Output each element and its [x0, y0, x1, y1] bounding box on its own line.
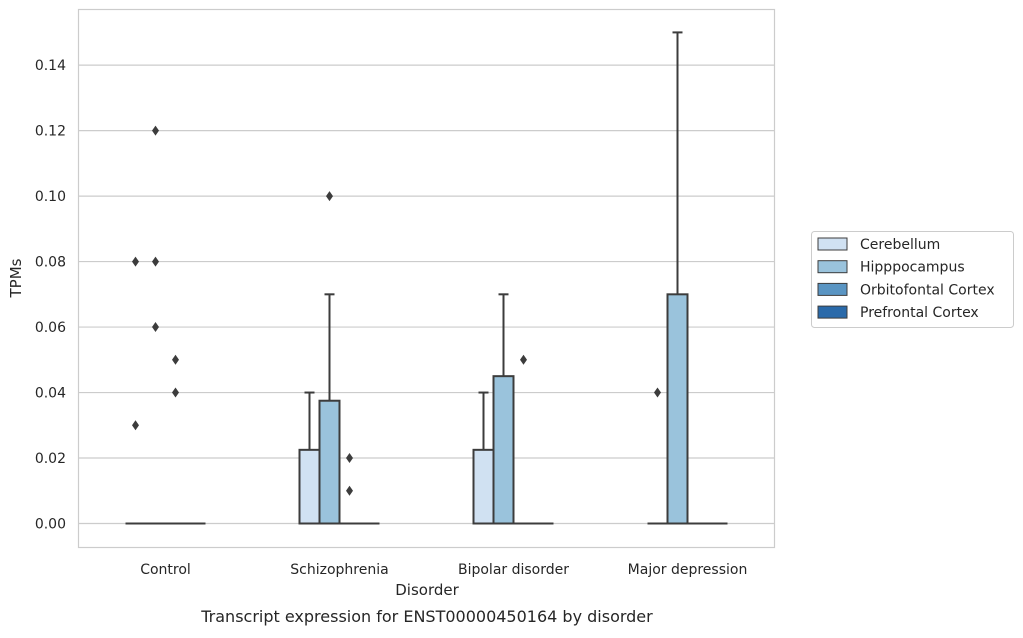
- legend-swatch: [817, 237, 848, 251]
- outlier-point: [132, 256, 139, 267]
- legend-label: Prefrontal Cortex: [860, 305, 979, 321]
- y-tick-labels: 0.00 0.02 0.04 0.06 0.08 0.10 0.12 0.14: [35, 58, 66, 532]
- box-body: [472, 448, 495, 525]
- box-cerebellum: [472, 391, 495, 525]
- outlier-point: [132, 420, 139, 431]
- outlier-point: [346, 453, 353, 464]
- y-tick-label: 0.02: [35, 451, 66, 467]
- x-tick-label: Major depression: [628, 562, 748, 578]
- y-tick-label: 0.10: [35, 189, 66, 205]
- y-tick-label: 0.06: [35, 320, 66, 336]
- box-hipppocampus: [492, 293, 515, 525]
- y-tick-label: 0.04: [35, 386, 66, 402]
- box-body: [298, 448, 321, 525]
- box-body: [666, 293, 689, 525]
- x-axis-label: Disorder: [395, 581, 459, 599]
- y-tick-label: 0.08: [35, 255, 66, 271]
- x-tick-labels: Control Schizophrenia Bipolar disorder Majo…: [140, 562, 747, 578]
- legend-swatch: [817, 260, 848, 274]
- legend-frame: [811, 231, 1014, 328]
- box-orbitofontal-cortex: [165, 354, 186, 525]
- box-cerebellum: [647, 387, 668, 525]
- outlier-point: [152, 256, 159, 267]
- x-tick-label: Schizophrenia: [290, 562, 388, 578]
- y-tick-label: 0.00: [35, 517, 66, 533]
- y-axis-label: TPMs: [7, 258, 25, 298]
- outlier-point: [152, 322, 159, 333]
- legend-swatch: [817, 305, 848, 319]
- box-hipppocampus: [318, 191, 341, 525]
- box-hipppocampus: [145, 125, 166, 525]
- y-tick-label: 0.12: [35, 124, 66, 140]
- y-tick-label: 0.14: [35, 58, 66, 74]
- outlier-point: [172, 354, 179, 365]
- legend-label: Orbitofontal Cortex: [860, 282, 995, 298]
- x-tick-label: Bipolar disorder: [458, 562, 569, 578]
- box-orbitofontal-cortex: [513, 354, 534, 525]
- outlier-point: [172, 387, 179, 398]
- legend-label: Cerebellum: [860, 237, 940, 253]
- outlier-point: [520, 354, 527, 365]
- box-body: [318, 399, 341, 525]
- legend-label: Hipppocampus: [860, 260, 965, 276]
- box-cerebellum: [298, 391, 321, 525]
- box-layer: [125, 31, 728, 525]
- outlier-point: [346, 485, 353, 496]
- box-body: [492, 375, 515, 525]
- box-hipppocampus: [666, 31, 689, 525]
- box-cerebellum: [125, 256, 146, 525]
- box-orbitofontal-cortex: [339, 453, 360, 525]
- outlier-point: [152, 125, 159, 136]
- chart-caption: Transcript expression for ENST0000045016…: [200, 607, 653, 626]
- outlier-point: [326, 191, 333, 202]
- legend-swatch: [817, 282, 848, 296]
- legend: Cerebellum Hipppocampus Orbitofontal Corte…: [811, 231, 1014, 328]
- x-tick-label: Control: [140, 562, 191, 578]
- outlier-point: [654, 387, 661, 398]
